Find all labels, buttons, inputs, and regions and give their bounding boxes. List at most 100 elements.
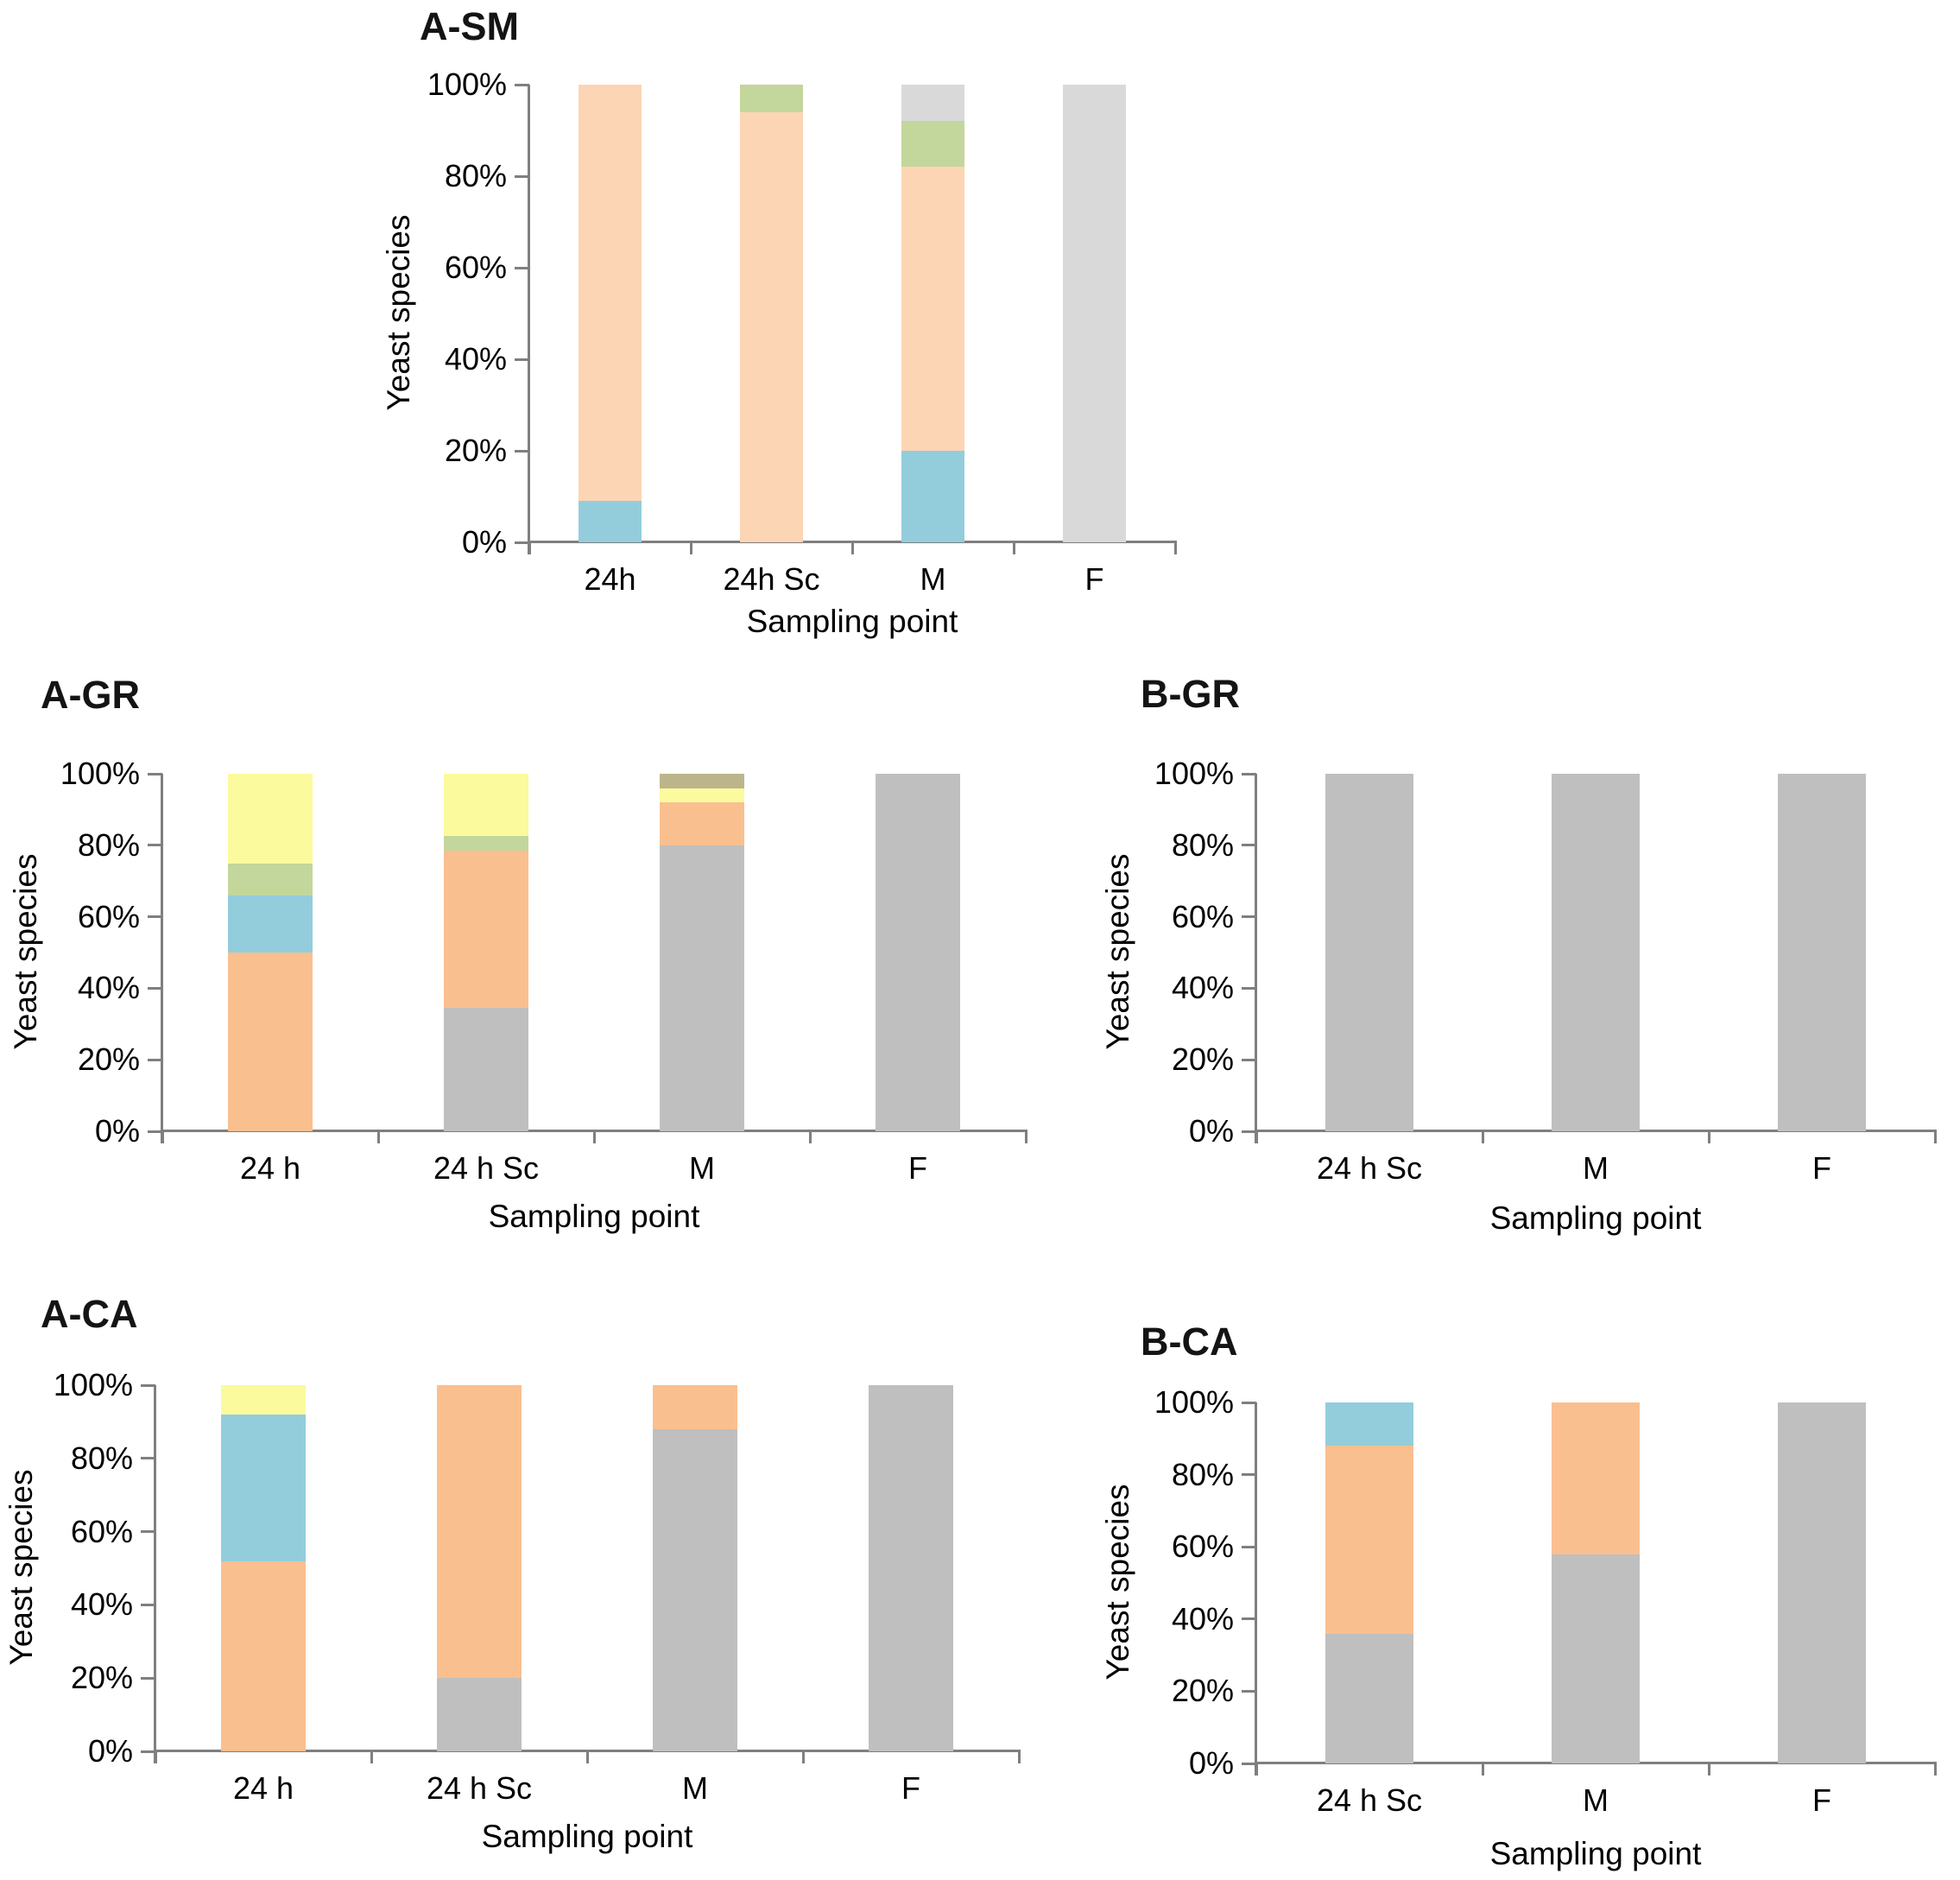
bar-segment-peach xyxy=(901,167,964,451)
x-axis-title: Sampling point xyxy=(488,1199,700,1234)
chart-title: A-CA xyxy=(41,1292,138,1336)
x-tick xyxy=(689,543,692,554)
bar-24h xyxy=(579,85,642,542)
y-tick-label: 100% xyxy=(53,1367,133,1402)
y-tick-label: 0% xyxy=(1188,1745,1234,1781)
y-tick xyxy=(515,266,529,269)
y-tick-label: 80% xyxy=(444,158,507,193)
bar-segment-light-grey xyxy=(901,85,964,122)
x-category-label: M xyxy=(682,1770,708,1806)
bar-segment-grey xyxy=(437,1678,522,1751)
y-axis-line xyxy=(154,1385,156,1763)
bar-m xyxy=(660,774,744,1131)
y-tick-label: 0% xyxy=(1188,1113,1234,1149)
x-tick xyxy=(1012,543,1015,554)
bar-m xyxy=(1551,1402,1641,1763)
x-tick xyxy=(1481,1764,1484,1776)
y-tick xyxy=(1242,1689,1256,1693)
x-tick xyxy=(585,1752,589,1763)
y-tick xyxy=(148,1130,162,1133)
y-tick xyxy=(148,915,162,919)
bar-segment-blue xyxy=(228,895,313,953)
plot-area: 0% 20% 40% 60% 80% 100% 24 h 24 h Sc M F xyxy=(60,756,1027,1186)
x-tick xyxy=(1481,1132,1484,1143)
chart-title: B-CA xyxy=(1141,1320,1238,1364)
chart-title: A-SM xyxy=(420,4,519,48)
y-axis-line xyxy=(1255,1402,1257,1776)
x-tick xyxy=(808,1132,812,1143)
y-tick-label: 60% xyxy=(1171,898,1234,934)
y-axis-line xyxy=(161,774,163,1143)
y-tick-label: 20% xyxy=(1171,1041,1234,1078)
bar-segment-olive xyxy=(660,774,744,788)
x-tick xyxy=(1024,1132,1027,1143)
y-tick xyxy=(1242,772,1256,775)
x-tick xyxy=(1255,1764,1258,1776)
x-axis-title: Sampling point xyxy=(746,604,958,639)
y-tick-label: 100% xyxy=(1154,756,1234,791)
y-tick xyxy=(515,83,529,86)
x-category-label: F xyxy=(908,1150,927,1186)
y-tick xyxy=(1242,1401,1256,1404)
x-axis-line xyxy=(154,1750,1021,1752)
x-tick xyxy=(1933,1764,1937,1776)
x-category-label: F xyxy=(1812,1782,1831,1818)
y-tick xyxy=(1242,1473,1256,1477)
x-category-label: M xyxy=(1583,1150,1609,1186)
y-tick xyxy=(141,1676,155,1680)
y-tick-label: 0% xyxy=(461,524,507,560)
y-tick xyxy=(141,1457,155,1460)
bar-24-h xyxy=(228,774,313,1131)
y-tick xyxy=(1242,1130,1256,1133)
y-tick xyxy=(1242,915,1256,919)
x-category-label: F xyxy=(1084,561,1104,597)
bar-segment-grey xyxy=(444,1008,528,1131)
bar-segment-grey xyxy=(1325,1633,1414,1763)
y-tick-label: 100% xyxy=(1154,1384,1234,1420)
y-tick-label: 60% xyxy=(77,898,140,934)
x-category-label: M xyxy=(689,1150,715,1186)
x-category-label: F xyxy=(1812,1150,1831,1186)
plot-area: 0% 20% 40% 60% 80% 100% 24 h Sc M F xyxy=(1154,756,1937,1186)
x-tick xyxy=(370,1752,373,1763)
bar-segment-light-grey xyxy=(1063,85,1126,542)
y-tick xyxy=(148,986,162,990)
x-tick xyxy=(376,1132,380,1143)
bar-segment-grey xyxy=(876,774,960,1131)
y-tick-label: 40% xyxy=(77,970,140,1006)
x-category-label: 24 h xyxy=(232,1770,294,1806)
bar-segment-green xyxy=(740,85,803,112)
y-tick xyxy=(148,772,162,775)
y-tick xyxy=(141,1750,155,1753)
bar-segment-blue xyxy=(901,451,964,542)
x-axis-line xyxy=(528,541,1177,543)
y-tick xyxy=(515,174,529,178)
bar-segment-green xyxy=(228,863,313,896)
bar-segment-orange xyxy=(228,953,313,1131)
x-tick xyxy=(1255,1132,1258,1143)
bar-segment-yellow xyxy=(221,1385,306,1415)
bar-segment-orange xyxy=(444,851,528,1009)
x-axis-line xyxy=(161,1130,1027,1132)
bar-segment-yellow xyxy=(444,774,528,837)
bar-24-h-sc xyxy=(1325,1402,1414,1763)
bar-segment-yellow xyxy=(228,774,313,864)
x-category-label: 24 h Sc xyxy=(433,1150,540,1186)
y-tick xyxy=(141,1383,155,1387)
bar-segment-orange xyxy=(221,1560,306,1751)
y-tick xyxy=(515,449,529,453)
x-category-label: 24 h Sc xyxy=(426,1770,533,1806)
x-tick xyxy=(1933,1132,1937,1143)
y-tick-label: 20% xyxy=(77,1041,140,1078)
bar-segment-grey xyxy=(1777,1402,1867,1763)
x-category-label: F xyxy=(901,1770,920,1806)
plot-area: 0% 20% 40% 60% 80% 100% 24 h 24 h Sc M F xyxy=(54,1367,1021,1806)
y-tick-label: 40% xyxy=(1171,970,1234,1006)
bar-segment-green xyxy=(901,121,964,168)
y-tick-label: 80% xyxy=(77,826,140,863)
y-tick-label: 100% xyxy=(427,66,507,102)
plot-area: 0% 20% 40% 60% 80% 100% 24 h Sc M F xyxy=(1154,1384,1937,1818)
y-tick xyxy=(148,1058,162,1061)
bar-f xyxy=(876,774,960,1131)
